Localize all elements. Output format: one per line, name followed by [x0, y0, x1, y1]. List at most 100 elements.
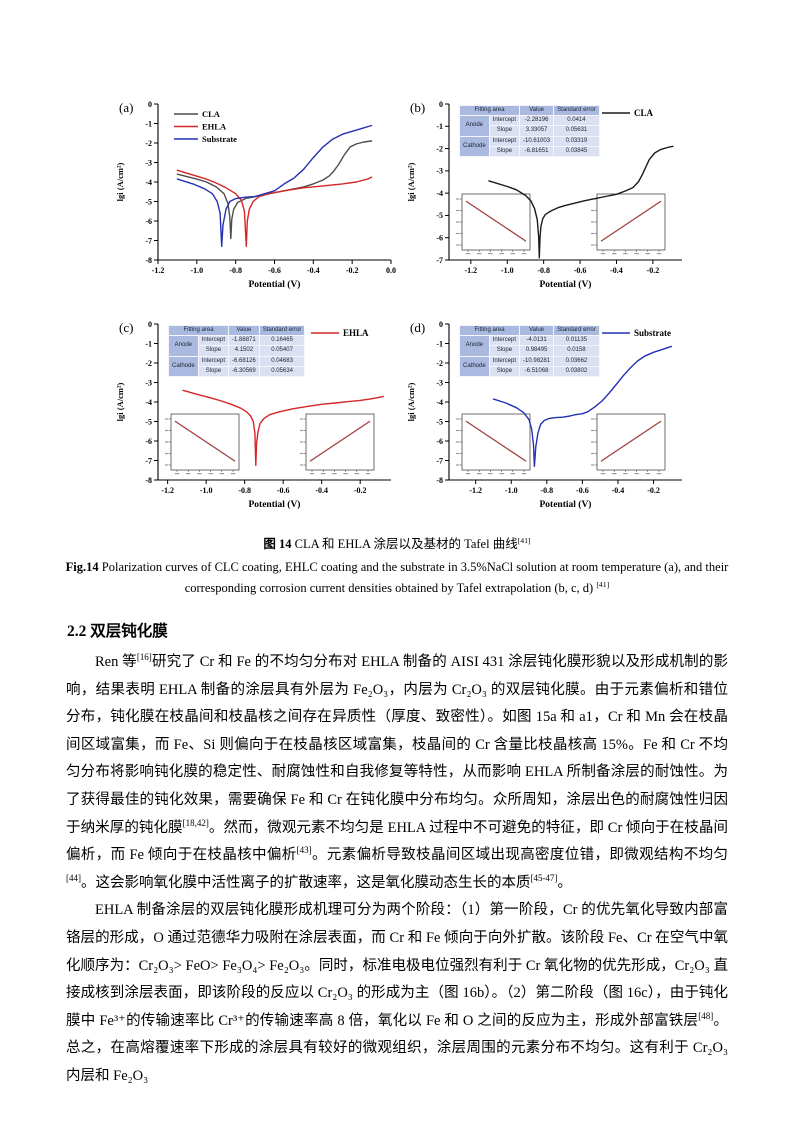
y-axis-label: lgi (A/cm²): [115, 163, 125, 202]
plot-panel-b: -1.2 -1.0 -0.8 -0.6 -0.4 -0.2 0 -1 -2 -3 -4 -5 -6 -7 P…: [403, 90, 690, 298]
svg-text:-1: -1: [436, 122, 443, 131]
fit-table-cell: -6.81651: [519, 145, 555, 157]
fit-table-cell: Cathode: [168, 355, 199, 377]
fit-table-cell: Slope: [197, 345, 230, 357]
fit-table-cell: Intercept: [488, 335, 521, 347]
svg-text:-5: -5: [436, 211, 443, 220]
inset-cathodic-fit: [165, 413, 240, 475]
fit-table-cell: 0.04683: [258, 355, 306, 367]
series-curve-cla: [488, 145, 674, 259]
plot-canvas-c: -1.2 -1.0 -0.8 -0.6 -0.4 -0.2 0 -1 -2 -3 -4 -5 -6 -7 -…: [115, 320, 391, 510]
text-segment: 图 14: [263, 537, 292, 551]
legend: EHLA: [311, 328, 369, 338]
svg-text:-0.6: -0.6: [268, 266, 281, 275]
citation-ref: [44]: [66, 872, 81, 883]
svg-text:-1: -1: [436, 339, 443, 348]
series-curve-substrate: [492, 345, 672, 468]
tafel-fit-table: Fitting area Value Standard error Anode Inte…: [167, 324, 306, 377]
svg-text:-0.8: -0.8: [540, 486, 553, 495]
fit-table-cell: -10.61003: [519, 135, 555, 147]
fit-table-cell: -6.30569: [228, 365, 260, 377]
series-curve-substrate: [176, 124, 373, 248]
svg-text:-1.0: -1.0: [200, 486, 213, 495]
fit-table-cell: Intercept: [197, 355, 230, 367]
fit-table-cell: Cathode: [459, 135, 490, 157]
fit-table-cell: 3.33057: [519, 125, 555, 137]
legend-label: Substrate: [634, 328, 671, 338]
figure-caption-chinese: 图 14 CLA 和 EHLA 涂层以及基材的 Tafel 曲线[41]: [47, 534, 747, 555]
svg-text:-1.0: -1.0: [190, 266, 203, 275]
svg-text:0: 0: [148, 320, 152, 329]
fit-table-cell: Slope: [488, 145, 521, 157]
svg-text:0: 0: [148, 100, 152, 109]
panel-label: (b): [410, 100, 425, 115]
legend-label: EHLA: [343, 328, 369, 338]
svg-text:-3: -3: [145, 378, 152, 387]
y-axis-label: lgi (A/cm²): [406, 163, 416, 202]
svg-text:-2: -2: [436, 144, 443, 153]
fit-table-cell: Anode: [459, 335, 490, 357]
legend: CLA: [602, 108, 654, 118]
fit-table-cell: 0.05631: [553, 125, 600, 137]
fit-table-cell: Slope: [488, 345, 521, 357]
svg-text:-4: -4: [436, 398, 443, 407]
svg-text:-7: -7: [145, 456, 152, 465]
text-segment: 。总之，在高熔覆速率下形成的涂层具有较好的微观组织，涂层周围的元素分布不均匀。这…: [66, 1012, 729, 1084]
fit-table-cell: 0.16465: [258, 335, 306, 347]
svg-text:-0.4: -0.4: [315, 486, 328, 495]
fit-table-cell: -2.28196: [519, 115, 555, 127]
fit-table-cell: 0.03802: [553, 365, 600, 377]
series-curve-ehla: [182, 389, 384, 467]
citation-ref: [48]: [698, 1010, 714, 1021]
x-axis-label: Potential (V): [249, 499, 301, 510]
fit-table-cell: 0.05634: [258, 365, 306, 377]
figure-14-plots: -1.2 -1.0 -0.8 -0.6 -0.4 -0.2 0.0 0 -1 -2 -3 -4 -5 -6…: [112, 90, 794, 518]
fit-table-cell: Slope: [488, 365, 521, 377]
plot-panel-d: -1.2 -1.0 -0.8 -0.6 -0.4 -0.2 0 -1 -2 -3 -4 -5 -6 -7 -…: [403, 310, 690, 518]
fit-table-cell: Standard error: [553, 324, 600, 337]
text-segment: 。这会影响氧化膜中活性离子的扩散速率，这是氧化膜动态生长的本质: [80, 874, 531, 891]
fit-table-cell: -6.68126: [228, 355, 260, 367]
x-axis-label: Potential (V): [249, 279, 301, 290]
svg-text:-1.2: -1.2: [465, 266, 478, 275]
svg-text:-1.2: -1.2: [469, 486, 482, 495]
svg-text:-0.4: -0.4: [307, 266, 320, 275]
svg-text:-5: -5: [436, 417, 443, 426]
fit-table-cell: Slope: [197, 365, 230, 377]
svg-text:0.0: 0.0: [386, 266, 396, 275]
svg-text:-3: -3: [436, 167, 443, 176]
svg-text:-1.0: -1.0: [501, 266, 514, 275]
fit-table-cell: Value: [519, 104, 555, 117]
svg-text:-7: -7: [145, 236, 152, 245]
fit-table-cell: -1.88871: [228, 335, 260, 347]
fit-table-cell: Slope: [488, 125, 521, 137]
x-axis-label: Potential (V): [540, 499, 592, 510]
fit-table-cell: Standard error: [258, 324, 306, 337]
inset-anodic-fit: [591, 193, 666, 255]
panel-label: (d): [410, 320, 425, 335]
svg-text:0: 0: [439, 100, 443, 109]
paragraph-1: Ren 等[16]研究了 Cr 和 Fe 的不均匀分布对 EHLA 制备的 AI…: [66, 649, 728, 897]
svg-text:-1.2: -1.2: [152, 266, 165, 275]
text-segment: 。元素偏析导致枝晶间区域出现高密度位错，即微观结构不均匀: [311, 847, 728, 864]
fit-table-cell: 0.98495: [519, 345, 555, 357]
inset-cathodic-fit: [456, 413, 531, 475]
series-curve-ehla: [176, 169, 373, 248]
svg-text:-1.0: -1.0: [505, 486, 518, 495]
svg-text:-7: -7: [436, 456, 443, 465]
svg-text:-8: -8: [145, 256, 152, 265]
svg-text:-0.6: -0.6: [574, 266, 587, 275]
svg-text:-4: -4: [145, 398, 152, 407]
body-text: Ren 等[16]研究了 Cr 和 Fe 的不均匀分布对 EHLA 制备的 AI…: [66, 649, 728, 1091]
svg-text:-2: -2: [145, 139, 152, 148]
inset-anodic-fit: [591, 413, 666, 475]
svg-text:-0.2: -0.2: [647, 266, 660, 275]
svg-text:-6: -6: [436, 437, 443, 446]
legend-label: Substrate: [202, 134, 237, 144]
citation-ref: [43]: [296, 845, 312, 856]
y-axis-label: lgi (A/cm²): [406, 383, 416, 422]
fit-table-cell: Intercept: [488, 135, 521, 147]
legend: Substrate: [602, 328, 671, 338]
inset-anodic-fit: [300, 413, 375, 475]
